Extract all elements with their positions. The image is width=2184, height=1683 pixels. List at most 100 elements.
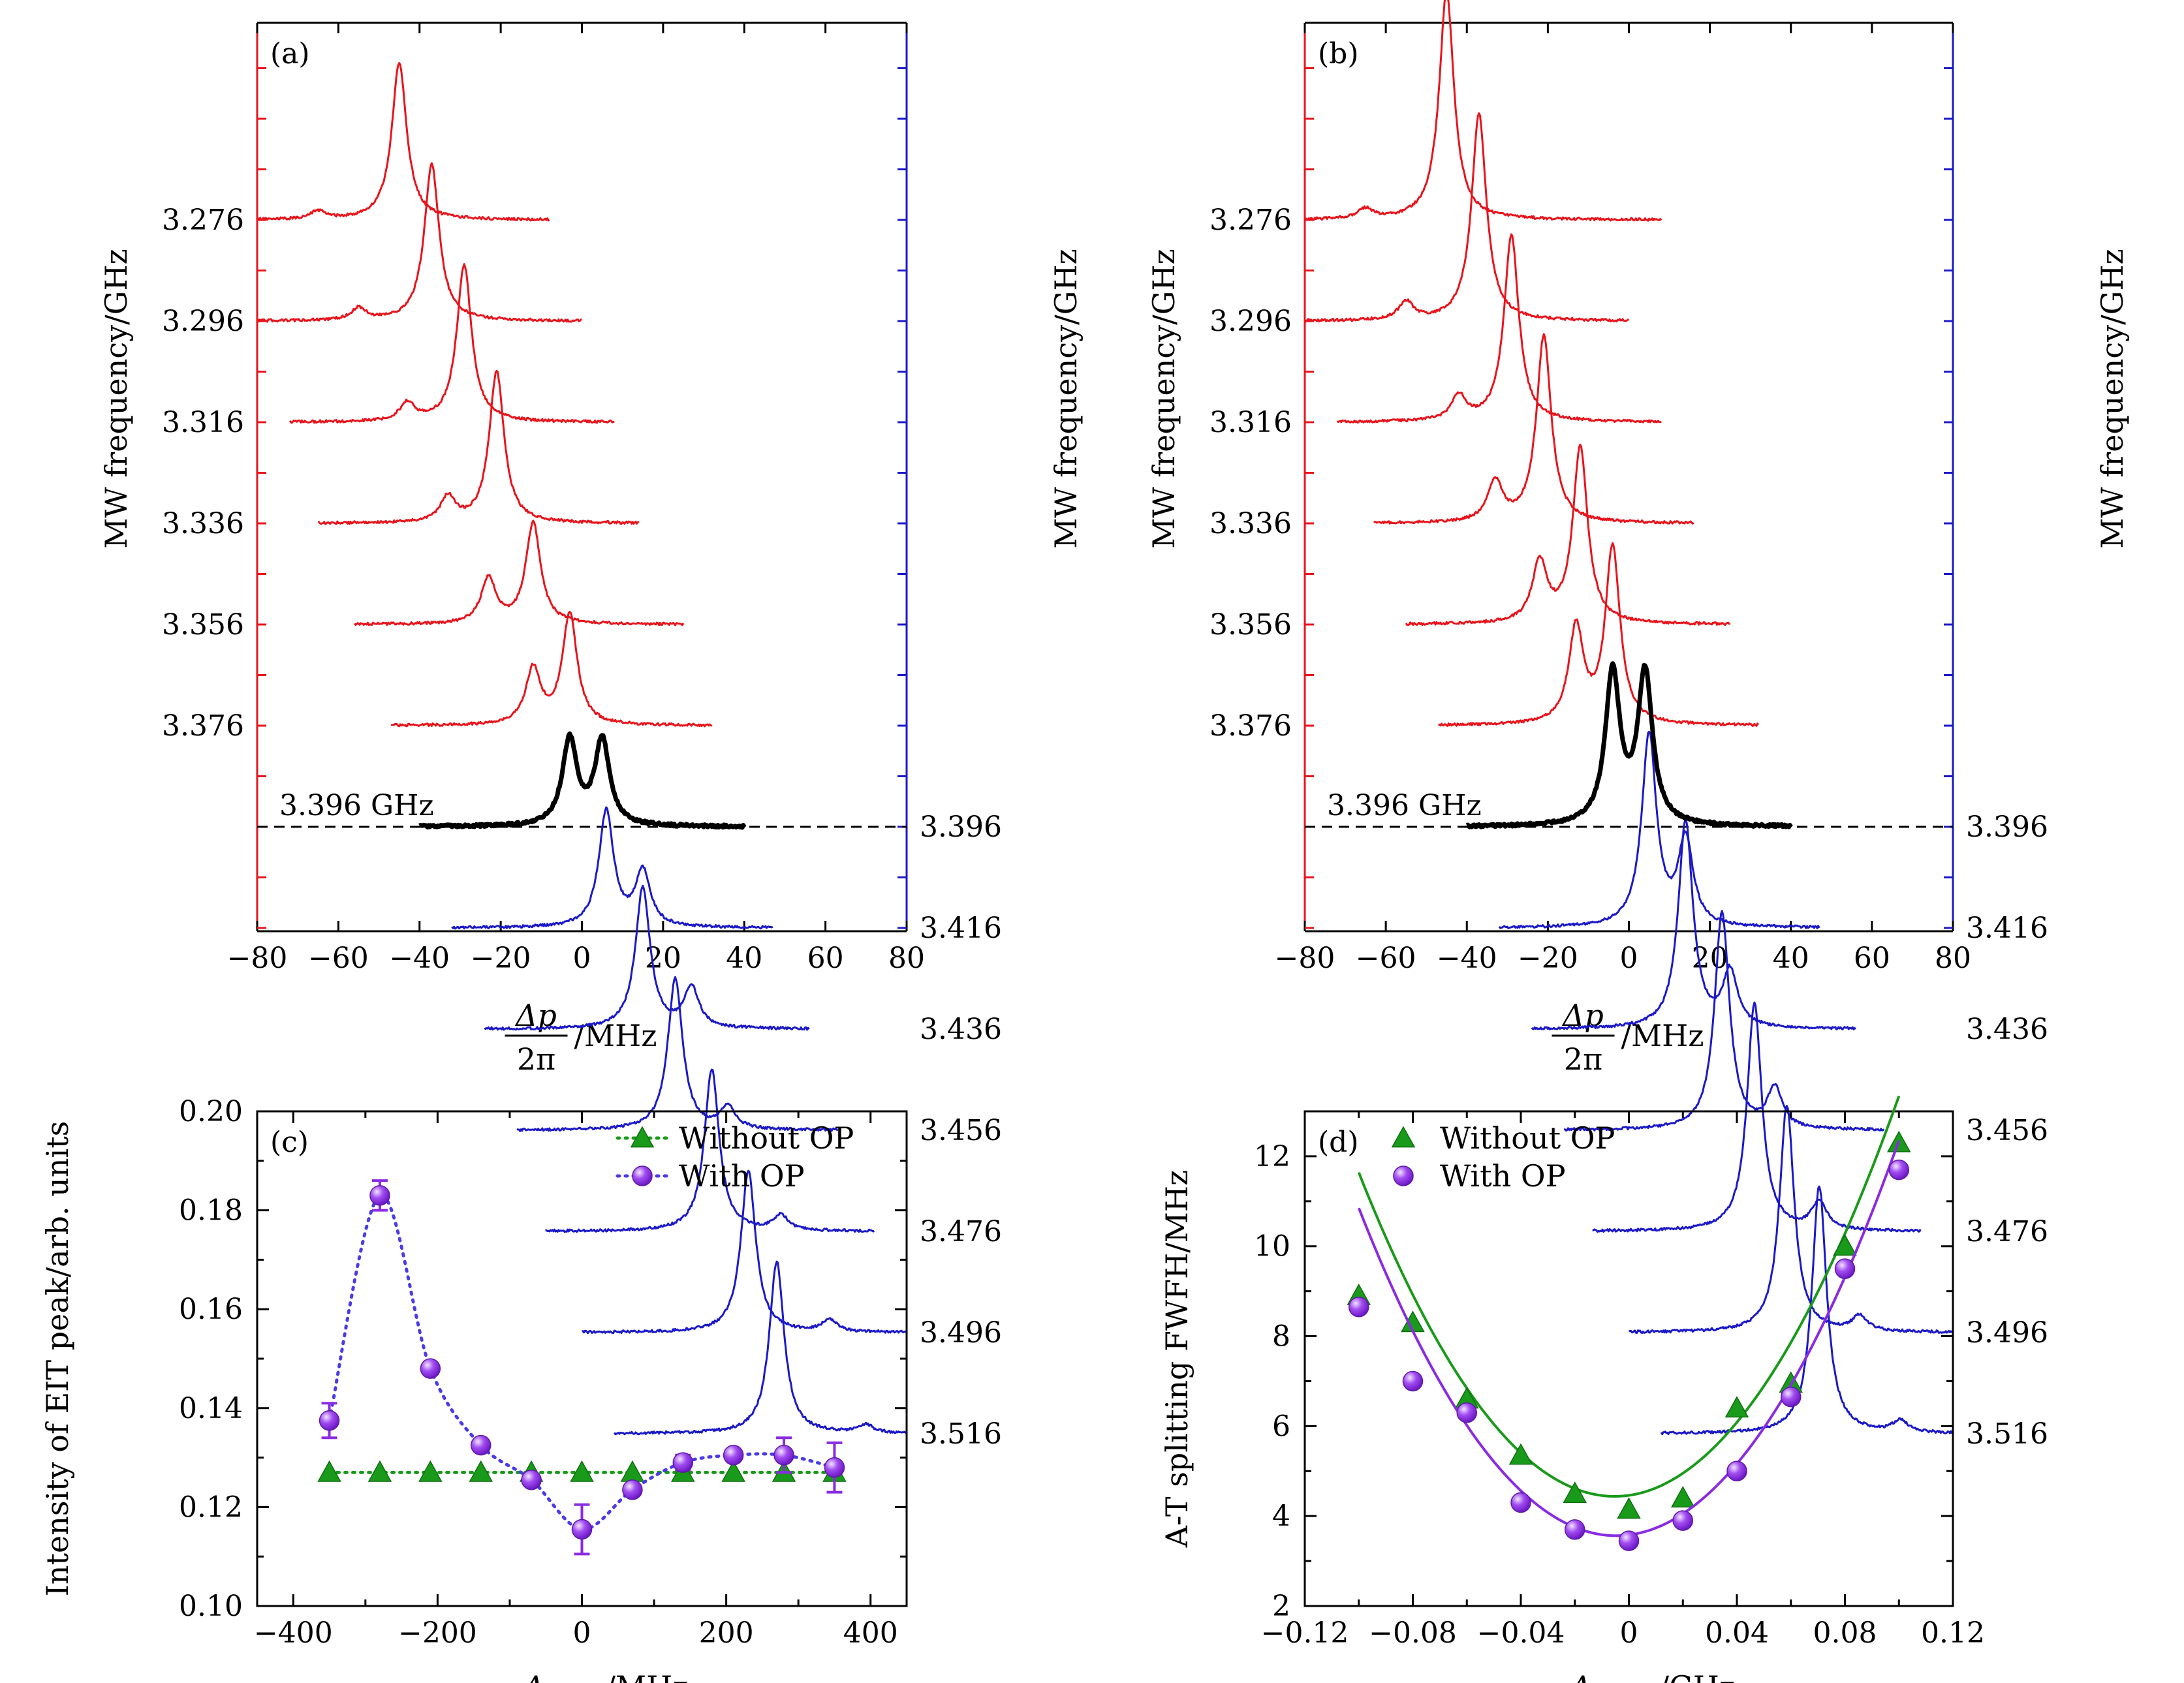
data-point: [1888, 1159, 1909, 1181]
red-trace: [1336, 233, 1662, 424]
right-tick-label: 3.456: [920, 1114, 1002, 1147]
left-tick-label: 3.316: [162, 406, 244, 439]
data-point: [1402, 1370, 1424, 1392]
x-title-symbol: Δ: [522, 1669, 545, 1683]
right-tick-label: 3.476: [920, 1215, 1002, 1248]
red-trace: [1373, 333, 1694, 525]
right-axis-title: MW frequency/GHz: [1048, 249, 1084, 549]
data-point: [418, 1460, 443, 1482]
left-axis-title: MW frequency/GHz: [1146, 249, 1181, 549]
data-point: [1781, 1386, 1802, 1408]
data-point: [824, 1457, 845, 1478]
y-tick-label: 10: [1254, 1230, 1290, 1263]
data-point: [1618, 1530, 1640, 1551]
blue-trace: [545, 1068, 875, 1233]
x-tick-label: −20: [1518, 942, 1578, 975]
data-point: [367, 1460, 392, 1482]
data-point: [1510, 1492, 1531, 1513]
right-tick-label: 3.496: [1966, 1316, 2048, 1350]
legend-label: Without OP: [679, 1120, 854, 1156]
x-tick-label: −40: [1437, 942, 1497, 975]
x-title-unit: /MHz: [606, 1669, 689, 1683]
red-trace: [257, 62, 550, 222]
data-point: [521, 1469, 542, 1490]
left-tick-label: 3.356: [1209, 608, 1292, 641]
panel-tag: (d): [1318, 1126, 1359, 1159]
x-tick-label: 0: [573, 1616, 591, 1650]
x-tick-label: −0.08: [1369, 1616, 1457, 1650]
legend-marker: [632, 1166, 653, 1186]
y-tick-label: 6: [1272, 1410, 1290, 1443]
data-point: [622, 1479, 643, 1500]
left-tick-label: 3.336: [162, 507, 244, 540]
data-point: [420, 1358, 441, 1379]
data-point: [1617, 1497, 1641, 1519]
data-point: [317, 1460, 341, 1482]
red-trace: [1405, 443, 1731, 626]
right-tick-label: 3.416: [1966, 912, 2048, 945]
right-tick-label: 3.516: [1966, 1417, 2048, 1451]
data-point: [1724, 1396, 1749, 1418]
blue-trace: [581, 1169, 907, 1335]
data-point: [470, 1434, 491, 1456]
panel-tag: (b): [1318, 37, 1359, 70]
data-point: [672, 1452, 694, 1473]
x-tick-label: −400: [254, 1616, 333, 1650]
right-tick-label: 3.516: [920, 1417, 1002, 1451]
data-point: [1670, 1486, 1695, 1507]
right-tick-label: 3.456: [1966, 1114, 2048, 1147]
blue-trace: [1531, 818, 1856, 1030]
x-tick-label: 200: [699, 1616, 754, 1650]
y-tick-label: 0.12: [179, 1490, 243, 1524]
blue-trace: [614, 1260, 907, 1436]
panel-b: −80 −60 −40 −20 0 20 40 60 803.2763.2963.3163.33…: [1146, 0, 2130, 1451]
right-tick-label: 3.416: [920, 912, 1002, 945]
fit-curve: [1357, 1095, 1901, 1498]
red-trace: [1438, 542, 1760, 727]
panel-tag: (c): [270, 1126, 309, 1159]
y-tick-label: 4: [1272, 1500, 1290, 1533]
red-trace: [354, 519, 685, 626]
blue-trace: [1563, 910, 1885, 1132]
x-tick-label: 40: [1773, 942, 1809, 975]
red-trace: [1304, 0, 1662, 222]
y-axis-title: Intensity of EIT peak/arb. units: [40, 1121, 75, 1597]
blue-trace: [484, 884, 810, 1031]
x-title-unit: /GHz: [1659, 1669, 1736, 1683]
right-axis-title: MW frequency/GHz: [2095, 249, 2130, 549]
x-tick-label: −60: [1356, 942, 1416, 975]
left-tick-label: 3.276: [162, 204, 244, 237]
x-tick-label: 0.04: [1705, 1616, 1769, 1650]
x-title-denominator: 2π: [517, 1042, 556, 1077]
blue-trace: [1660, 1185, 1954, 1436]
x-tick-label: −60: [308, 942, 369, 975]
data-point: [723, 1445, 744, 1466]
right-tick-label: 3.476: [1966, 1215, 2048, 1248]
panel-tag: (a): [270, 37, 310, 70]
red-trace: [1303, 112, 1630, 323]
left-tick-label: 3.376: [162, 709, 244, 743]
legend-label: Without OP: [1440, 1120, 1615, 1156]
x-tick-label: 0: [573, 942, 591, 975]
data-point: [773, 1445, 794, 1466]
y-tick-label: 0.18: [179, 1194, 243, 1228]
data-point: [1834, 1258, 1856, 1279]
left-axis-title: MW frequency/GHz: [99, 249, 134, 549]
data-point: [319, 1410, 340, 1431]
data-point: [571, 1519, 593, 1540]
y-tick-label: 0.16: [179, 1293, 243, 1326]
left-tick-label: 3.336: [1209, 507, 1292, 540]
data-point: [1508, 1443, 1533, 1465]
data-point: [1672, 1510, 1693, 1531]
y-tick-label: 0.20: [179, 1095, 243, 1128]
right-tick-label: 3.396: [920, 811, 1002, 844]
legend-marker: [1391, 1126, 1416, 1148]
x-tick-label: 60: [807, 942, 844, 975]
data-point: [570, 1460, 594, 1482]
blue-trace: [1628, 1105, 1954, 1335]
data-point: [1456, 1402, 1477, 1423]
x-tick-label: −40: [389, 942, 450, 975]
x-tick-label: −20: [471, 942, 531, 975]
x-tick-label: 60: [1854, 942, 1890, 975]
